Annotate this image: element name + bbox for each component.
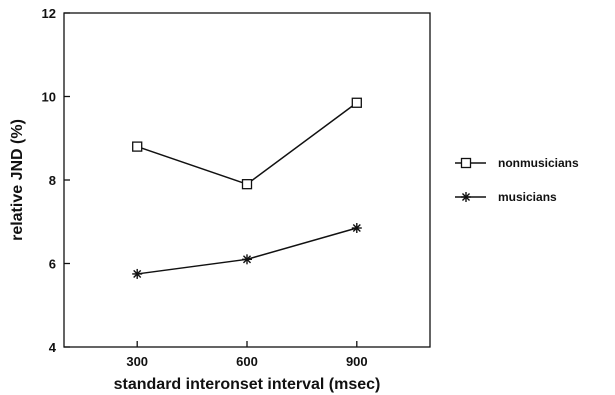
y-tick-label: 4 [49, 340, 57, 355]
legend-item: nonmusicians [455, 156, 579, 170]
y-axis: 4 6 8 10 12 [42, 6, 70, 355]
y-tick-label: 10 [42, 90, 56, 105]
y-tick-label: 8 [49, 173, 56, 188]
y-tick-label: 6 [49, 257, 56, 272]
square-marker [351, 97, 362, 108]
asterisk-marker [242, 254, 252, 265]
asterisk-marker [351, 223, 362, 234]
x-axis-title: standard interonset interval (msec) [114, 376, 381, 393]
square-marker [460, 157, 472, 169]
y-tick-label: 12 [42, 6, 56, 21]
asterisk-marker [132, 268, 143, 279]
legend-label: musicians [498, 190, 557, 204]
x-tick-label: 600 [236, 354, 258, 369]
y-axis-title: relative JND (%) [9, 119, 26, 241]
series-line [136, 102, 358, 186]
series-musicians [132, 223, 362, 279]
legend-item: musicians [455, 190, 557, 204]
series-nonmusicians [132, 97, 362, 190]
legend: nonmusicians musicians [455, 156, 579, 204]
asterisk-marker [461, 192, 471, 202]
square-marker [241, 179, 253, 190]
x-tick-label: 300 [126, 354, 148, 369]
x-tick-label: 900 [346, 354, 368, 369]
series-line [137, 227, 358, 275]
x-axis: 300 600 900 [126, 341, 368, 369]
series-layer [132, 97, 362, 279]
square-marker [132, 141, 143, 152]
legend-label: nonmusicians [498, 156, 579, 170]
